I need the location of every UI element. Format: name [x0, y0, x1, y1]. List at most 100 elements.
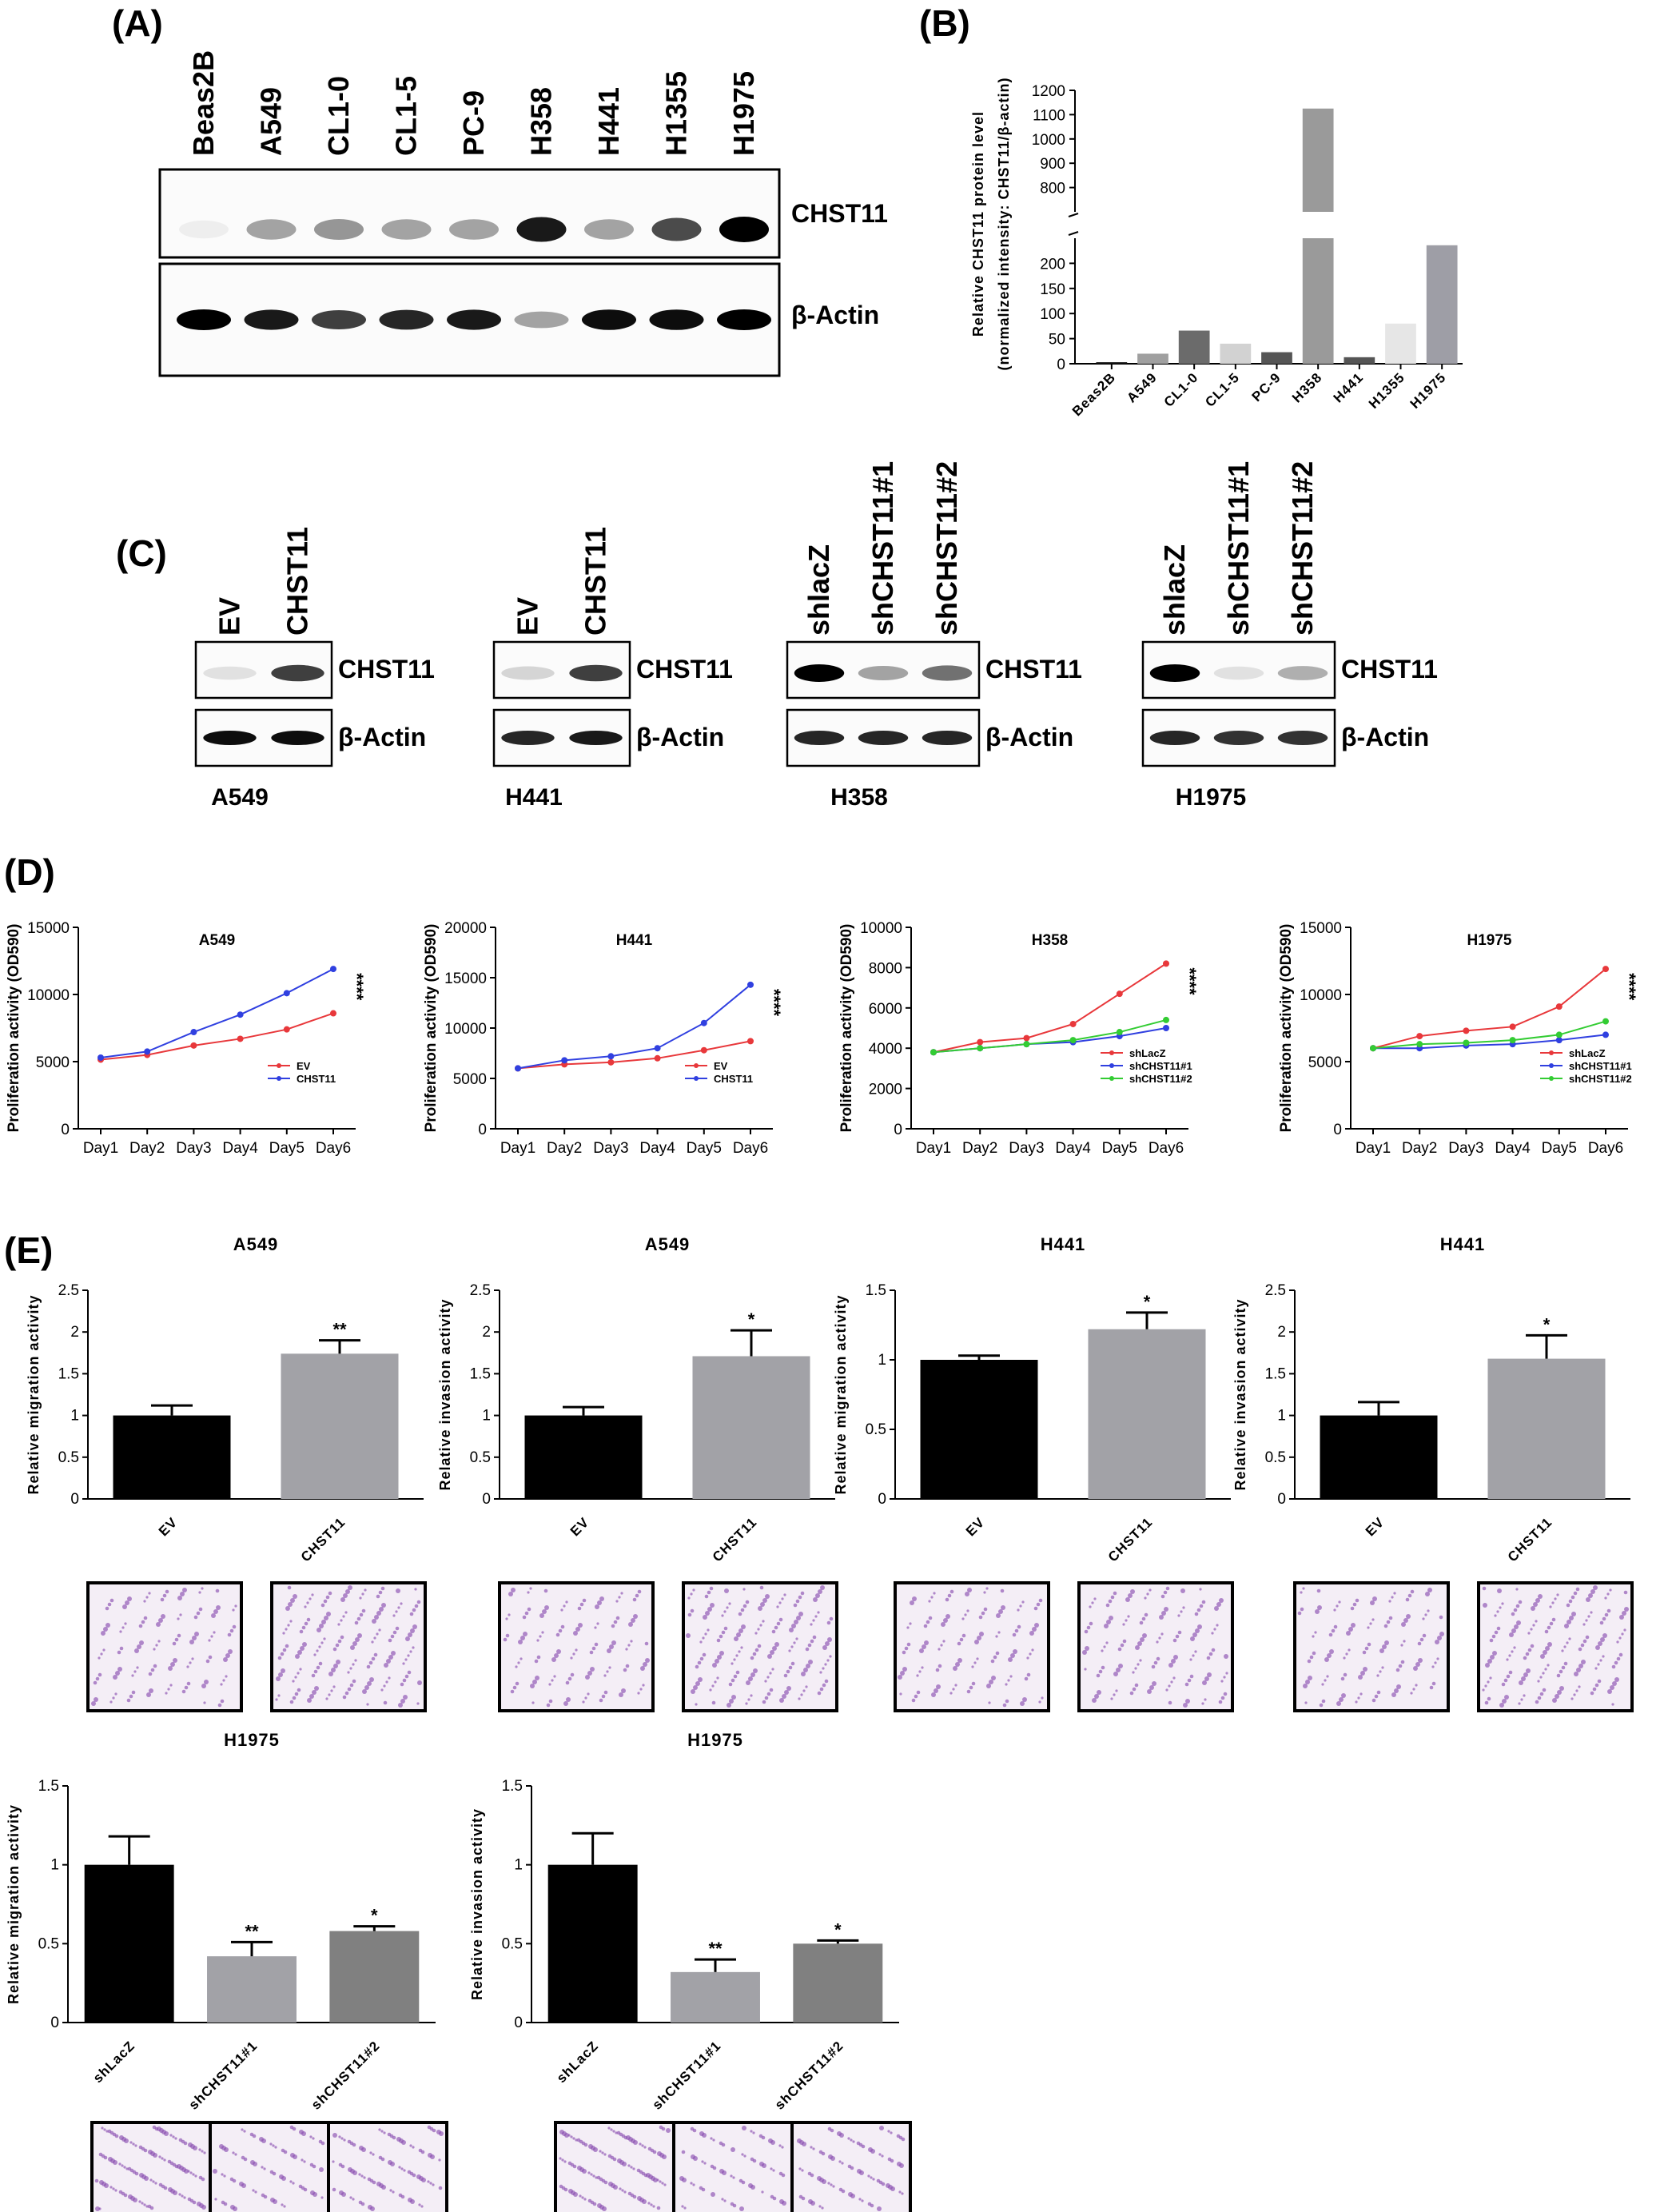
stained-cell [326, 1612, 331, 1616]
stained-cell [590, 1667, 595, 1672]
legend-marker [277, 1063, 281, 1068]
stained-cell [805, 1685, 808, 1688]
data-point [515, 1065, 521, 1072]
stained-cell [1388, 1600, 1391, 1603]
stained-cell [1175, 1634, 1180, 1639]
stained-cell [118, 2190, 123, 2194]
stained-cell [945, 1597, 949, 1602]
stained-cell [1208, 1652, 1213, 1656]
series-line [1372, 1020, 1606, 1050]
y-tick-label: 200 [1040, 256, 1065, 273]
stained-cell [1005, 1699, 1009, 1704]
stained-cell [160, 1597, 165, 1602]
stained-cell [311, 1673, 316, 1678]
stained-cell [280, 1652, 285, 1656]
stained-cell [1351, 1623, 1356, 1628]
stained-cell [1199, 1604, 1204, 1608]
stained-cell [618, 1596, 621, 1599]
stained-cell [1436, 1657, 1439, 1660]
stained-cell [320, 2196, 324, 2199]
stained-cell [560, 1624, 565, 1629]
stained-cell [922, 1644, 926, 1649]
stained-cell [535, 1676, 539, 1680]
stained-cell [771, 1629, 776, 1634]
data-point [1463, 1039, 1470, 1046]
stained-cell [573, 1631, 578, 1636]
stained-cell [297, 1672, 300, 1675]
stained-cell [101, 2126, 104, 2130]
stained-cell [938, 1664, 942, 1668]
stained-cell [183, 2196, 186, 2199]
stained-cell [698, 1677, 703, 1682]
stained-cell [368, 2205, 372, 2210]
stained-cell [1593, 1585, 1598, 1590]
stained-cell [1594, 1683, 1599, 1688]
stained-cell [824, 1663, 827, 1666]
stained-cell [1575, 1587, 1580, 1592]
stained-cell [213, 1631, 216, 1634]
stained-cell [197, 2202, 201, 2206]
stained-cell [319, 2167, 324, 2172]
stained-cell [1418, 1658, 1423, 1663]
stained-cell [536, 1639, 539, 1642]
stained-cell [1573, 1591, 1578, 1596]
stained-cell [1610, 1685, 1614, 1690]
stained-cell [1134, 1683, 1139, 1688]
stained-cell [243, 2130, 246, 2133]
stained-cell [798, 1697, 801, 1700]
legend-entry: shCHST11#2 [1569, 1073, 1632, 1085]
stained-cell [143, 1616, 148, 1620]
stained-cell [824, 1679, 829, 1684]
stained-cell [1422, 1633, 1427, 1638]
legend-entry: shLacZ [1569, 1047, 1606, 1059]
stained-cell [1623, 1628, 1626, 1632]
stained-cell [639, 1688, 643, 1691]
stained-cell [1551, 1617, 1556, 1622]
stained-cell [546, 1703, 551, 1708]
data-point [654, 1045, 661, 1052]
stained-cell [1396, 1684, 1401, 1689]
stained-cell [1196, 1608, 1201, 1612]
stained-cell [1383, 1624, 1388, 1628]
stained-cell [1137, 1663, 1140, 1666]
lane-label: EV [213, 597, 246, 636]
stained-cell [1586, 1597, 1590, 1602]
stained-cell [750, 2130, 753, 2133]
stained-cell [1189, 1674, 1194, 1679]
stained-cell [276, 1676, 281, 1681]
stained-cell [1561, 1665, 1566, 1670]
stained-cell [1489, 1638, 1494, 1643]
stained-cell [565, 1600, 568, 1604]
stained-cell [1339, 1697, 1344, 1702]
stained-cell [1343, 1672, 1348, 1677]
stained-cell [297, 1688, 301, 1692]
stained-cell [503, 1637, 508, 1642]
lane-label: H358 [525, 87, 558, 156]
stained-cell [587, 2171, 591, 2174]
panel-label-c: (C) [116, 532, 167, 574]
stained-cell [204, 1680, 209, 1684]
stained-cell [692, 1588, 695, 1592]
stained-cell [847, 2137, 850, 2140]
stained-cell [577, 2166, 582, 2170]
y-tick-label: 800 [1040, 181, 1065, 197]
stained-cell [349, 2196, 352, 2199]
stained-cell [767, 1654, 772, 1659]
stained-cell [192, 2173, 195, 2176]
x-tick-label: Day1 [500, 1140, 535, 1157]
actin-band [447, 309, 501, 330]
stained-cell [983, 1607, 988, 1612]
actin-band [582, 309, 636, 330]
stained-cell [817, 2176, 822, 2181]
stained-cell [1410, 1589, 1415, 1594]
stained-cell [729, 1699, 734, 1704]
lane-label: CL1-5 [390, 76, 423, 156]
x-tick-label: Day3 [593, 1140, 628, 1157]
stained-cell [563, 2160, 567, 2163]
stained-cell [993, 1655, 997, 1660]
stained-cell [275, 1698, 278, 1701]
stained-cell [358, 2200, 363, 2205]
stained-cell [107, 1602, 112, 1607]
stained-cell [1187, 1678, 1192, 1683]
stained-cell [748, 1676, 753, 1681]
